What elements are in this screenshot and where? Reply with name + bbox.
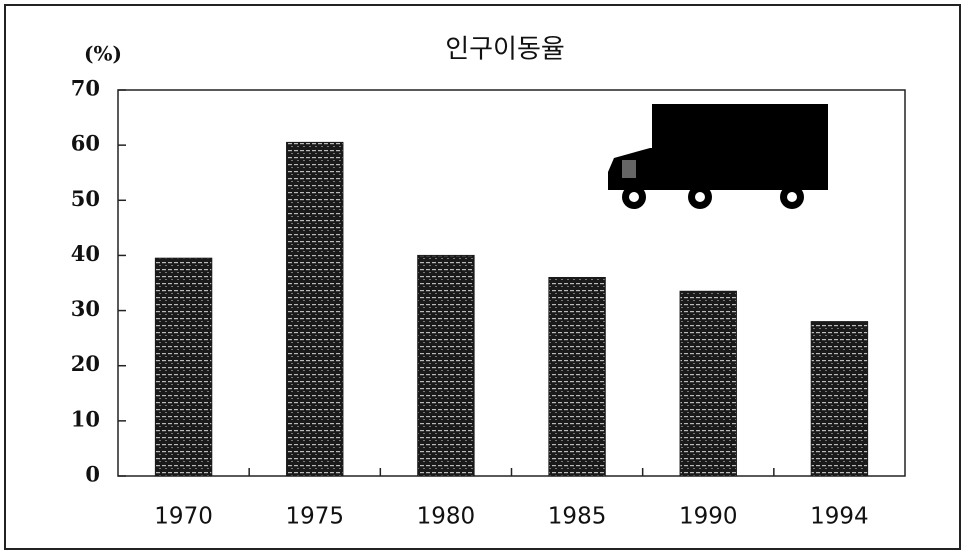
truck-icon [608, 104, 828, 209]
y-tick-label: 70 [71, 76, 100, 101]
x-tick-label: 1990 [679, 504, 738, 530]
bar [286, 141, 344, 477]
y-tick-label: 60 [71, 131, 100, 156]
x-tick-label: 1994 [810, 504, 869, 530]
x-tick-label: 1970 [154, 504, 213, 530]
bar [810, 321, 869, 477]
x-tick-label: 1985 [548, 504, 607, 530]
x-tick-label: 1975 [285, 504, 344, 530]
bar [417, 254, 475, 477]
frame [4, 4, 961, 550]
y-tick-label: 10 [71, 406, 100, 431]
x-tick-label: 1980 [417, 504, 476, 530]
y-tick-label: 50 [71, 186, 100, 211]
y-tick-label: 30 [71, 296, 100, 321]
bar [679, 290, 737, 477]
y-tick-label: 0 [85, 462, 100, 487]
y-axis-label: (%) [84, 42, 122, 66]
y-tick-label: 40 [71, 241, 100, 266]
y-tick-label: 20 [71, 351, 100, 376]
bar [154, 257, 213, 477]
chart-title: 인구이동율 [445, 35, 565, 65]
bar [548, 276, 606, 477]
